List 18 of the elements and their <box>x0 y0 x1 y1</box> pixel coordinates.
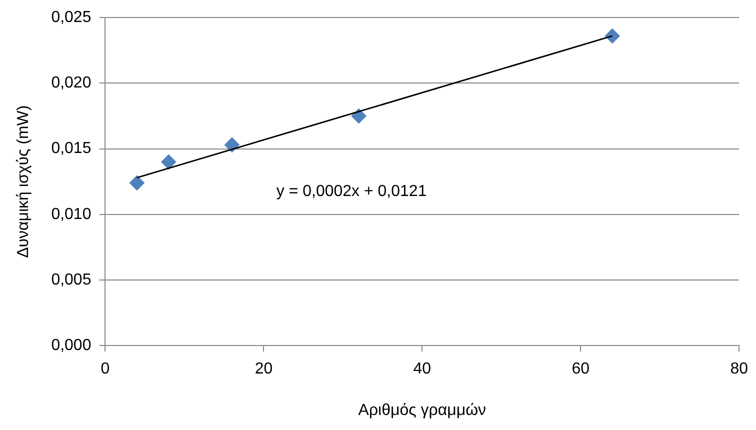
y-tick-label: 0,005 <box>51 271 92 288</box>
x-tick-label: 20 <box>254 360 273 378</box>
point <box>604 28 620 44</box>
x-tick-label: 40 <box>413 360 432 378</box>
point <box>161 154 176 170</box>
y-tick-label: 0,020 <box>51 74 92 92</box>
y-tick-label: 0,000 <box>51 337 92 354</box>
point <box>224 137 240 152</box>
x-tick-label: 0 <box>100 360 110 378</box>
x-axis-title: Αριθμός γραμμών <box>358 402 486 419</box>
y-tick-label: 0,015 <box>51 140 92 158</box>
x-tick-label: 60 <box>572 360 590 378</box>
annotation: y = 0,0002x + 0,0121 <box>276 182 427 200</box>
point <box>129 175 144 190</box>
y-axis-title: Δυναμική ισχύς (mW) <box>15 105 32 258</box>
y-tick-label: 0,010 <box>51 206 92 223</box>
x-tick-label: 80 <box>730 360 748 378</box>
y-tick-label: 0,025 <box>51 9 92 26</box>
